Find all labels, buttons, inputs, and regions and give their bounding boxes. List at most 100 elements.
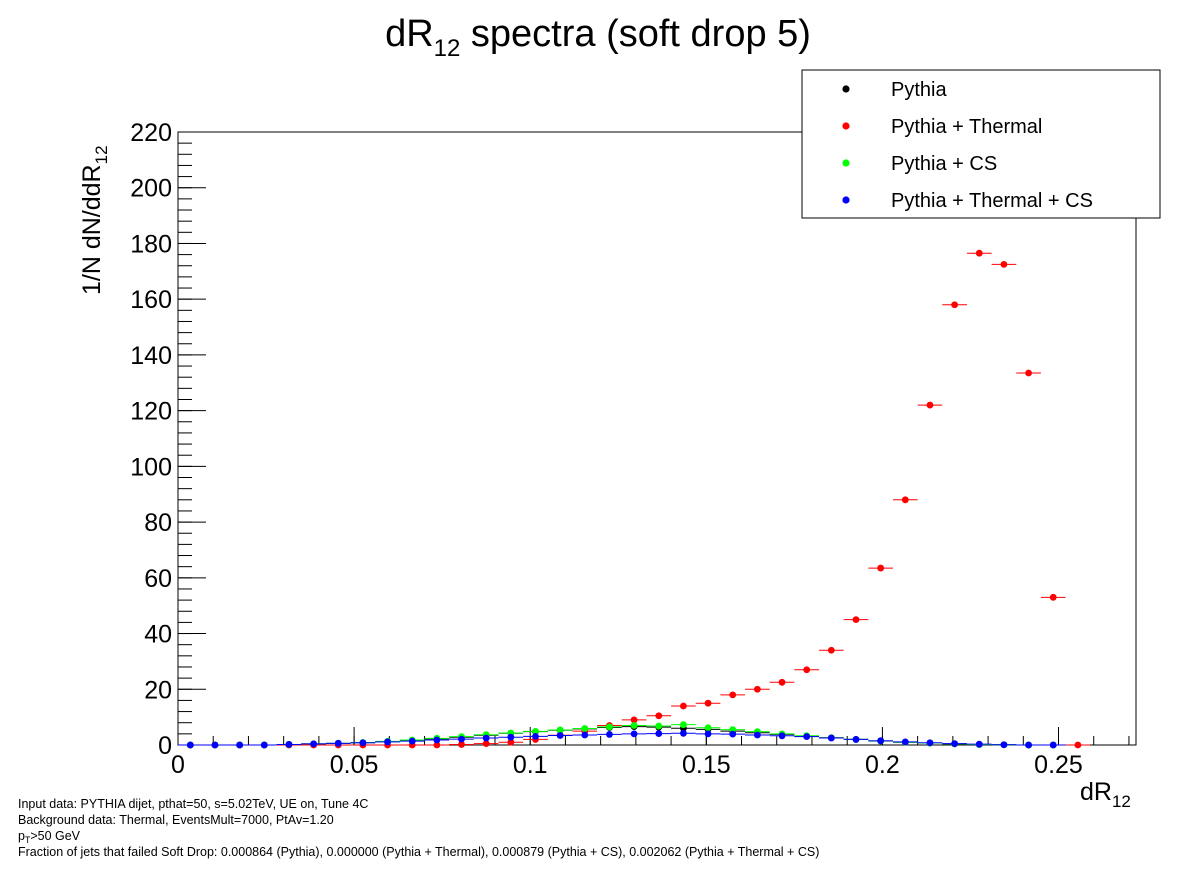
- y-tick-label: 60: [144, 565, 172, 593]
- data-point: [482, 740, 490, 748]
- x-tick-label: 0: [171, 751, 185, 779]
- y-axis-label: 1/N dN/ddR12: [78, 145, 111, 295]
- data-point: [1049, 741, 1057, 749]
- x-tick-label: 0.15: [682, 751, 731, 779]
- y-tick-label: 120: [130, 398, 172, 426]
- data-point: [655, 730, 663, 737]
- data-point: [655, 712, 663, 720]
- legend: Pythia Pythia + Thermal Pythia + CS Pythia …: [801, 69, 1161, 219]
- data-point: [1049, 593, 1057, 601]
- plot-frame: [177, 131, 1137, 746]
- note-pt-sub: T: [24, 835, 31, 845]
- data-point: [729, 730, 737, 738]
- legend-label: Pythia + Thermal: [891, 116, 1042, 138]
- data-point: [680, 721, 687, 729]
- chart-title-suffix: spectra (soft drop 5): [460, 13, 811, 55]
- y-tick-label: 180: [130, 230, 172, 258]
- data-point: [606, 731, 613, 738]
- data-point: [458, 735, 465, 743]
- data-point: [1074, 741, 1082, 749]
- data-point: [975, 740, 983, 748]
- x-tick-label: 0.05: [330, 751, 379, 779]
- y-tick-label: 220: [130, 119, 172, 147]
- data-point: [901, 738, 909, 746]
- data-point: [507, 733, 515, 741]
- x-tick-label: 0.2: [865, 751, 900, 779]
- data-point: [334, 739, 342, 747]
- data-point: [285, 741, 293, 748]
- note-pt-cut: pT>50 GeV: [18, 828, 819, 844]
- chart-title-main: dR: [385, 13, 434, 55]
- legend-label: Pythia + Thermal + CS: [891, 190, 1093, 212]
- data-point: [433, 736, 441, 744]
- legend-marker: [842, 122, 850, 130]
- data-point: [877, 737, 885, 745]
- legend-label: Pythia: [891, 79, 947, 101]
- data-point: [901, 496, 909, 504]
- y-tick-label: 140: [130, 342, 172, 370]
- x-tick-label: 0.25: [1034, 751, 1083, 779]
- legend-marker: [842, 159, 850, 167]
- plot-border: [177, 131, 1137, 746]
- note-pt-p: p: [18, 829, 25, 843]
- y-tick-label: 20: [144, 676, 172, 704]
- x-axis: 0 0.05 0.1 0.15 0.2 0.25: [171, 727, 1130, 779]
- chart-title: dR12 spectra (soft drop 5): [385, 13, 811, 62]
- data-point: [236, 741, 244, 749]
- data-point: [753, 685, 761, 693]
- legend-label: Pythia + CS: [891, 153, 997, 175]
- data-point: [458, 741, 465, 748]
- y-tick-label: 160: [130, 286, 172, 314]
- data-point: [260, 741, 268, 749]
- y-tick-label: 40: [144, 621, 172, 649]
- y-tick-label: 100: [130, 453, 172, 481]
- legend-box: [801, 69, 1161, 219]
- data-point: [680, 729, 687, 737]
- data-point: [310, 740, 317, 748]
- data-point: [680, 702, 687, 710]
- x-axis-label-main: dR: [1080, 778, 1112, 806]
- data-point: [729, 691, 737, 699]
- data-point: [482, 734, 490, 742]
- data-point: [581, 725, 589, 732]
- data-point: [753, 731, 761, 739]
- data-point: [852, 736, 860, 743]
- data-point: [975, 249, 983, 257]
- note-input-data: Input data: PYTHIA dijet, pthat=50, s=5.…: [18, 797, 369, 811]
- data-point: [827, 646, 835, 654]
- legend-marker: [842, 196, 850, 204]
- data-point: [827, 734, 835, 742]
- note-softdrop-fraction: Fraction of jets that failed Soft Drop: …: [18, 845, 820, 859]
- data-point: [704, 699, 712, 707]
- x-axis-label: dR12: [1080, 778, 1131, 811]
- data-point: [852, 616, 860, 624]
- y-tick-label: 200: [130, 175, 172, 203]
- data-point: [877, 564, 885, 572]
- data-point: [1000, 741, 1008, 749]
- note-background-data: Background data: Thermal, EventsMult=700…: [18, 813, 334, 827]
- series-layer: [178, 249, 1091, 749]
- data-point: [630, 722, 638, 729]
- data-point: [384, 738, 391, 746]
- data-point: [433, 741, 441, 749]
- data-point: [951, 740, 959, 748]
- data-point: [803, 666, 811, 674]
- data-point: [1025, 369, 1032, 377]
- data-point: [532, 732, 539, 740]
- data-point: [408, 737, 416, 745]
- data-point: [655, 722, 663, 730]
- data-point: [1000, 260, 1008, 268]
- series-pythia-thermal-cs: [178, 729, 1066, 749]
- legend-marker: [842, 85, 850, 93]
- data-point: [778, 678, 786, 686]
- run-notes: Input data: PYTHIA dijet, pthat=50, s=5.…: [18, 796, 819, 860]
- data-point: [778, 732, 786, 740]
- data-point: [1025, 741, 1032, 749]
- note-pt-rest: >50 GeV: [30, 829, 81, 843]
- data-point: [556, 726, 564, 734]
- data-point: [606, 723, 613, 731]
- x-tick-label: 0.1: [513, 751, 548, 779]
- data-point: [951, 301, 959, 309]
- data-point: [630, 730, 638, 738]
